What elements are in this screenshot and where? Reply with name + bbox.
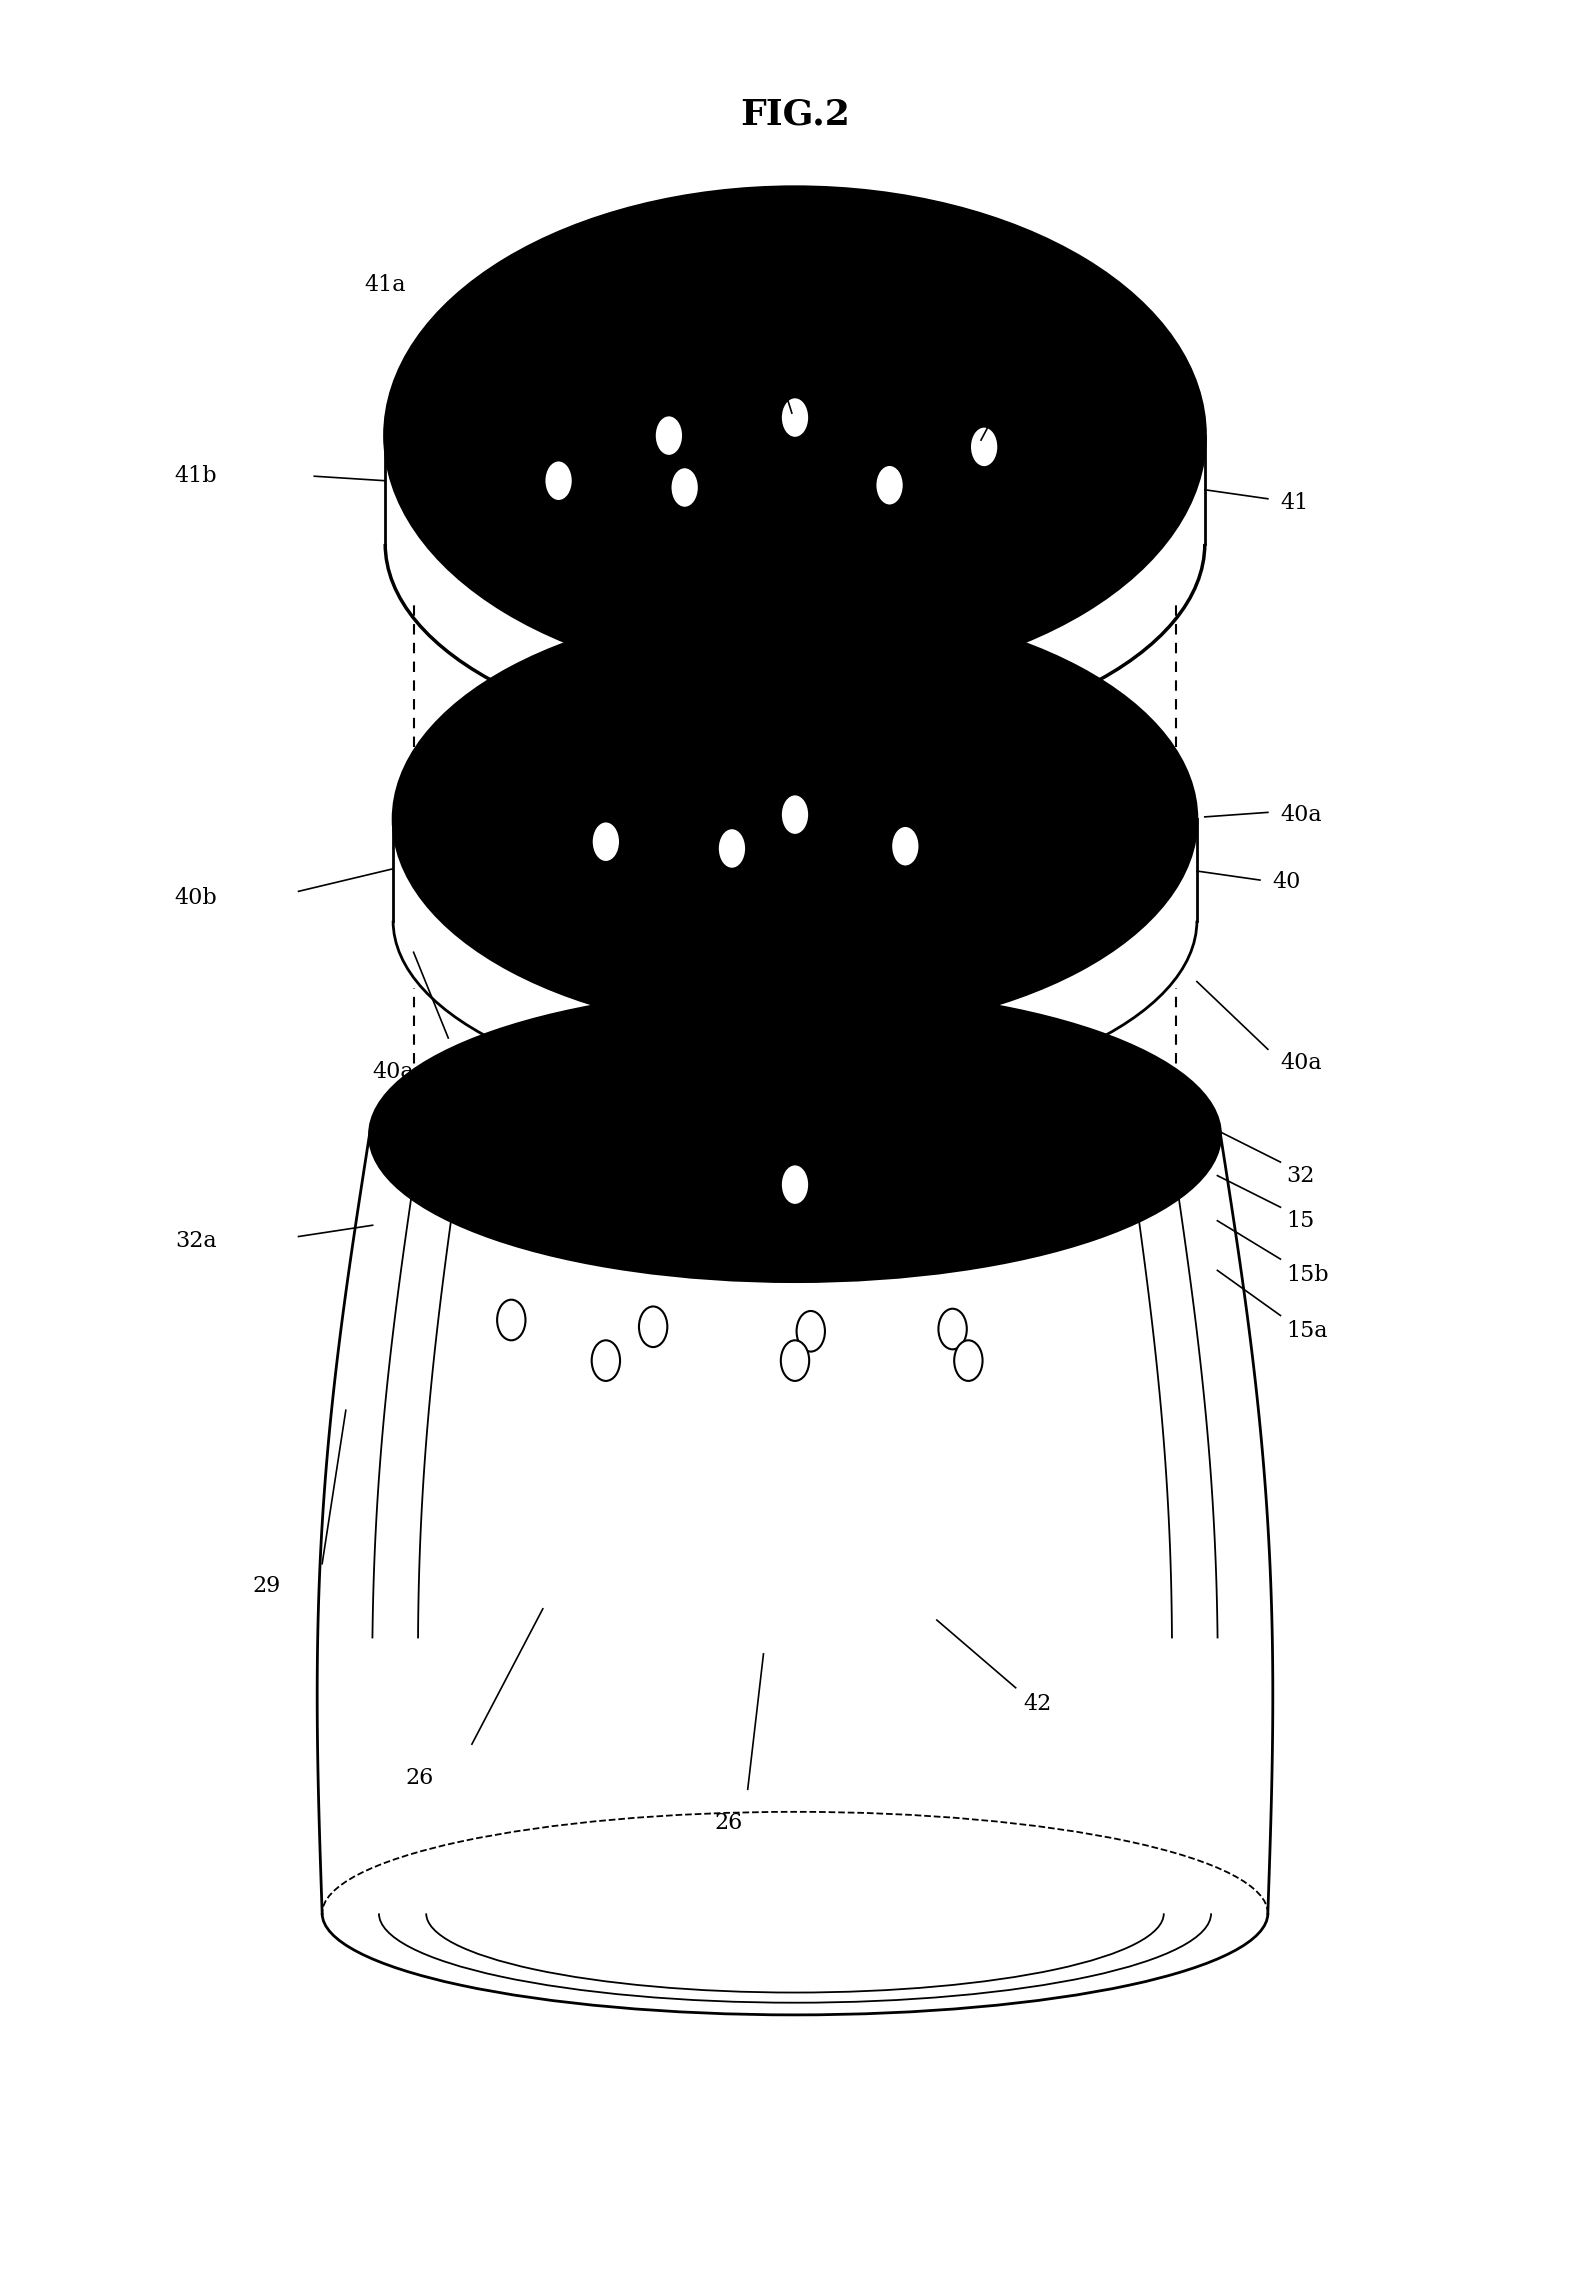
Circle shape: [970, 427, 999, 468]
Ellipse shape: [385, 188, 1205, 683]
Text: 41: 41: [1280, 493, 1309, 515]
Circle shape: [671, 468, 700, 508]
Circle shape: [781, 1165, 809, 1205]
Circle shape: [498, 1301, 525, 1339]
Text: 29: 29: [253, 1575, 281, 1598]
Circle shape: [781, 397, 809, 438]
Text: FIG.2: FIG.2: [739, 98, 851, 132]
Text: 40a: 40a: [1280, 804, 1321, 826]
Text: 40b: 40b: [175, 888, 218, 908]
Circle shape: [639, 1308, 668, 1346]
Ellipse shape: [472, 1024, 1118, 1246]
Text: 42: 42: [1024, 1693, 1053, 1714]
Text: 40: 40: [1272, 872, 1301, 894]
Text: 40a: 40a: [372, 1060, 413, 1083]
Text: 41a: 41a: [665, 234, 706, 254]
Circle shape: [797, 1312, 825, 1351]
Circle shape: [954, 1339, 983, 1380]
Circle shape: [890, 826, 919, 867]
Ellipse shape: [425, 1008, 1165, 1262]
Ellipse shape: [398, 999, 1192, 1271]
Circle shape: [544, 461, 572, 502]
Ellipse shape: [393, 604, 1197, 1033]
Text: 15a: 15a: [1286, 1321, 1328, 1342]
Text: 26: 26: [851, 1071, 878, 1094]
Circle shape: [717, 829, 746, 869]
Circle shape: [938, 1310, 967, 1348]
Ellipse shape: [369, 987, 1221, 1283]
Text: 15b: 15b: [1286, 1264, 1329, 1285]
Text: 41b: 41b: [175, 465, 218, 488]
Circle shape: [655, 415, 684, 456]
Text: 41a: 41a: [364, 275, 405, 295]
Circle shape: [591, 1339, 620, 1380]
Text: 15: 15: [1286, 1210, 1315, 1233]
Text: 32: 32: [1286, 1165, 1315, 1187]
Text: 26: 26: [405, 1766, 434, 1789]
Circle shape: [781, 794, 809, 835]
Text: 26: 26: [714, 1811, 743, 1834]
Text: 32a: 32a: [175, 1230, 216, 1253]
Text: 41a: 41a: [1061, 266, 1102, 286]
Circle shape: [591, 822, 620, 863]
Circle shape: [781, 1339, 809, 1380]
Text: 40a: 40a: [1280, 1051, 1321, 1074]
Circle shape: [876, 465, 903, 506]
